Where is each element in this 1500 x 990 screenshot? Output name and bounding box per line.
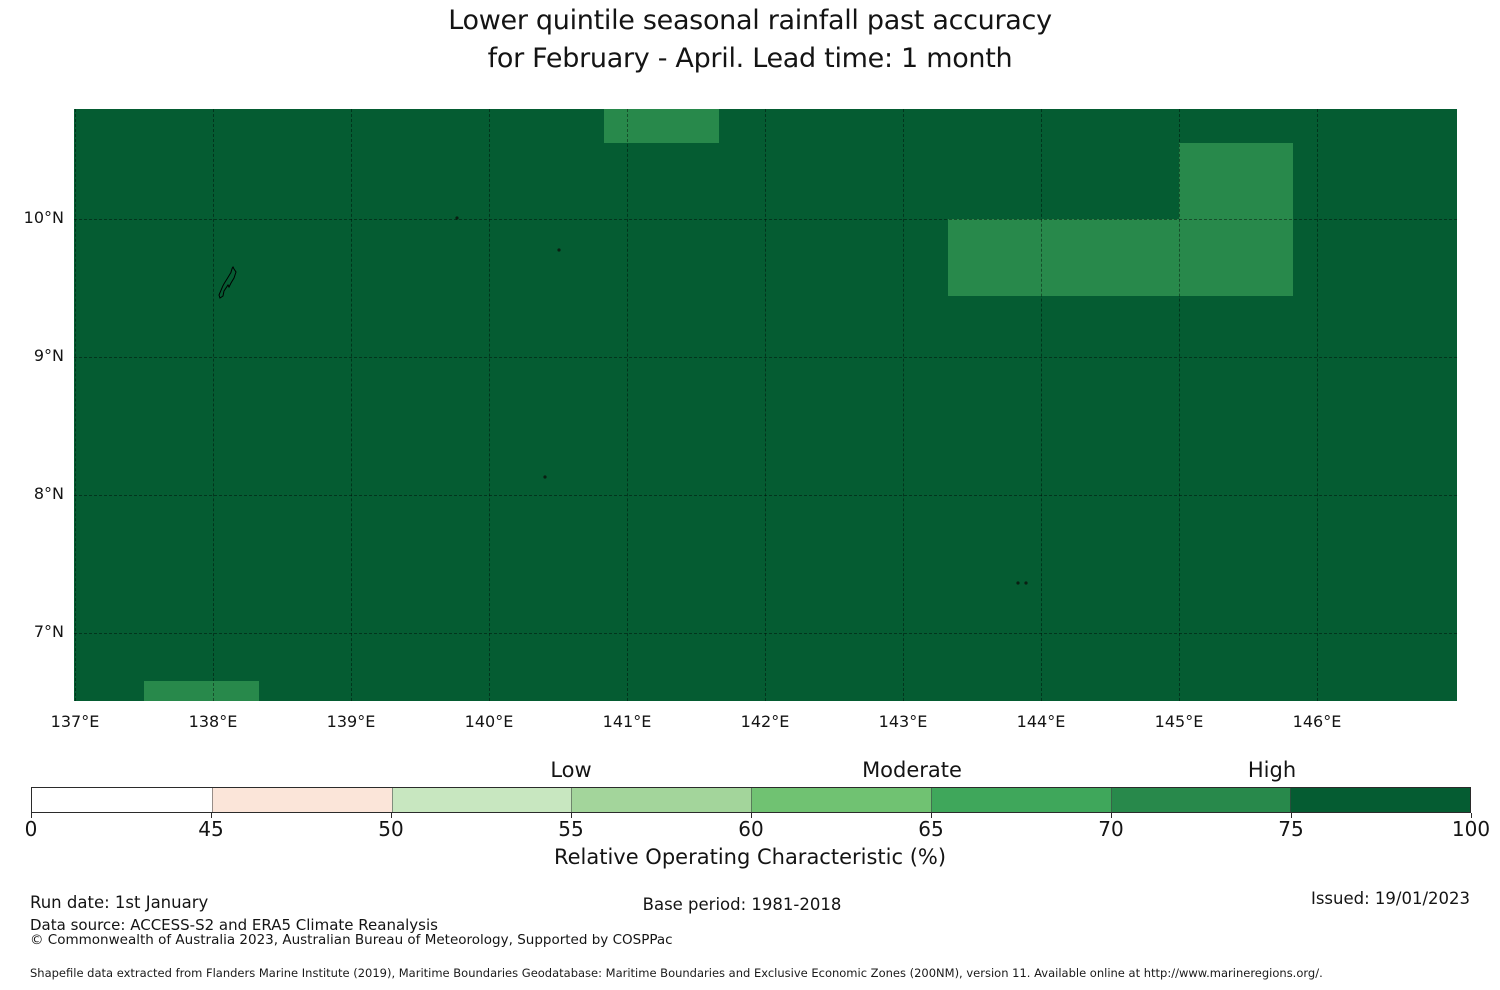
colorbar-segment-45-50: [211, 788, 392, 812]
x-tick-label: 137°E: [50, 712, 100, 731]
small-island-dot: [1024, 581, 1028, 585]
y-tick-label: 8°N: [33, 484, 64, 503]
x-tick-label: 141°E: [602, 712, 652, 731]
run-date-text: Run date: 1st January: [30, 893, 209, 912]
skill-label-low: Low: [550, 758, 592, 782]
x-tick-label: 145°E: [1154, 712, 1204, 731]
colorbar-tick-mark: [1471, 813, 1472, 818]
meridian-gridline: [1317, 109, 1318, 701]
small-island-dot: [455, 216, 459, 220]
meridian-gridline: [213, 109, 214, 701]
roc-colorbar: [31, 787, 1471, 813]
cell-roc-70-75-141E-north-edge: [604, 109, 719, 143]
colorbar-tick-label: 45: [198, 817, 224, 841]
skill-label-high: High: [1247, 758, 1297, 782]
meridian-gridline: [489, 109, 490, 701]
colorbar-tick-mark: [571, 813, 572, 818]
colorbar-segment-55-60: [571, 788, 751, 812]
colorbar-tick-mark: [931, 813, 932, 818]
y-tick-label: 10°N: [23, 208, 64, 227]
meridian-gridline: [1179, 109, 1180, 701]
cells-roc-70-75-143.3-145.8E-9.7N: [948, 219, 1293, 296]
chart-title-line2: for February - April. Lead time: 1 month: [487, 43, 1013, 74]
base-period-text: Base period: 1981-2018: [642, 895, 842, 914]
x-tick-label: 142°E: [740, 712, 790, 731]
colorbar-tick-label: 70: [1098, 817, 1124, 841]
meridian-gridline: [765, 109, 766, 701]
skill-label-moderate: Moderate: [862, 758, 962, 782]
x-tick-label: 146°E: [1292, 712, 1342, 731]
y-tick-label: 7°N: [33, 622, 64, 641]
colorbar-tick-label: 0: [24, 817, 38, 841]
small-island-dot: [1016, 581, 1020, 585]
data-source-text: Data source: ACCESS-S2 and ERA5 Climate …: [30, 916, 438, 934]
meridian-gridline: [75, 109, 76, 701]
copyright-text: © Commonwealth of Australia 2023, Austra…: [30, 932, 673, 948]
meridian-gridline: [351, 109, 352, 701]
cell-roc-70-75-145E-10.3N: [1179, 143, 1293, 219]
colorbar-segment-65-70: [930, 788, 1111, 812]
colorbar-segment-50-55: [391, 788, 572, 812]
colorbar-segment-60-65: [751, 788, 931, 812]
parallel-gridline: [74, 633, 1457, 634]
parallel-gridline: [74, 357, 1457, 358]
colorbar-tick-mark: [1291, 813, 1292, 818]
x-tick-label: 140°E: [464, 712, 514, 731]
colorbar-tick-label: 60: [738, 817, 764, 841]
chart-title-line1: Lower quintile seasonal rainfall past ac…: [448, 5, 1052, 36]
island-coastline-layer: [218, 216, 1028, 585]
colorbar-tick-mark: [211, 813, 212, 818]
x-tick-label: 138°E: [188, 712, 238, 731]
x-tick-label: 143°E: [878, 712, 928, 731]
yap-island-outline: [218, 266, 237, 299]
colorbar-segment-75-100: [1290, 788, 1470, 812]
colorbar-tick-label: 50: [378, 817, 404, 841]
small-island-dot: [557, 248, 561, 252]
colorbar-segment-0-45: [32, 788, 212, 812]
colorbar-tick-mark: [391, 813, 392, 818]
colorbar-tick-label: 100: [1451, 817, 1491, 841]
colorbar-tick-label: 65: [918, 817, 944, 841]
x-tick-label: 144°E: [1016, 712, 1066, 731]
colorbar-tick-label: 75: [1278, 817, 1304, 841]
y-tick-label: 9°N: [33, 346, 64, 365]
map-plot-area: [74, 109, 1457, 701]
issued-date-text: Issued: 19/01/2023: [1310, 889, 1470, 908]
meridian-gridline: [627, 109, 628, 701]
colorbar-tick-mark: [751, 813, 752, 818]
small-island-dot: [543, 475, 547, 479]
cell-roc-70-75-137.5E-south-edge: [144, 681, 259, 701]
colorbar-axis-label: Relative Operating Characteristic (%): [553, 845, 947, 869]
parallel-gridline: [74, 219, 1457, 220]
colorbar-tick-mark: [1111, 813, 1112, 818]
x-tick-label: 139°E: [326, 712, 376, 731]
parallel-gridline: [74, 495, 1457, 496]
colorbar-segment-70-75: [1110, 788, 1291, 812]
meridian-gridline: [903, 109, 904, 701]
colorbar-tick-label: 55: [558, 817, 584, 841]
colorbar-tick-mark: [31, 813, 32, 818]
meridian-gridline: [1041, 109, 1042, 701]
shapefile-attribution-text: Shapefile data extracted from Flanders M…: [30, 966, 1323, 980]
